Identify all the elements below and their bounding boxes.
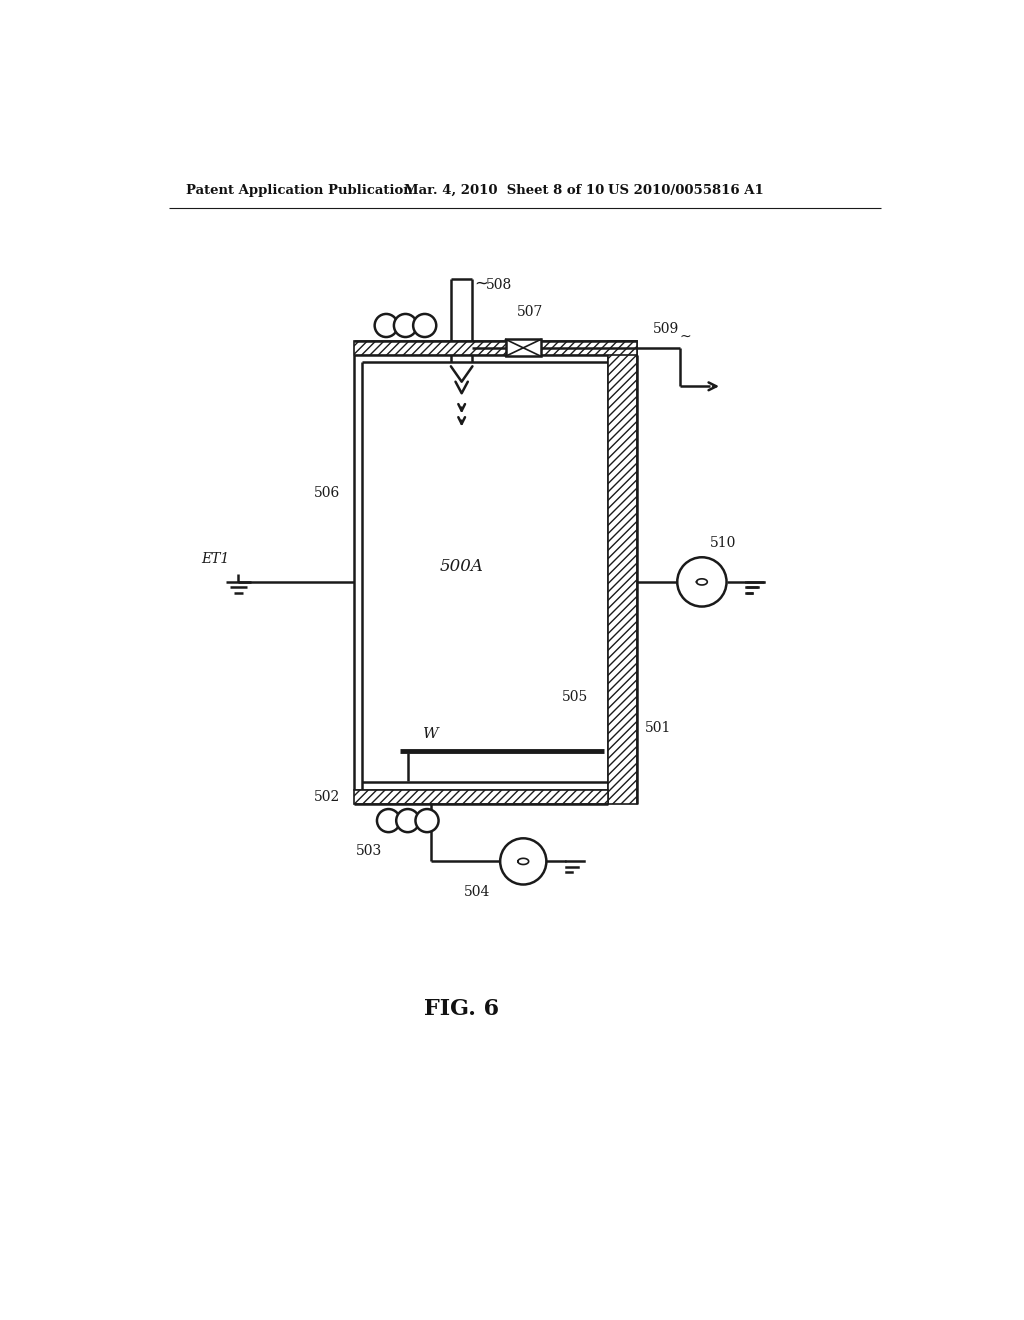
Text: 503: 503 <box>356 843 382 858</box>
Text: 500A: 500A <box>439 558 483 576</box>
Circle shape <box>677 557 727 607</box>
Bar <box>354 341 637 355</box>
Circle shape <box>500 838 547 884</box>
Text: US 2010/0055816 A1: US 2010/0055816 A1 <box>608 185 764 197</box>
Text: Mar. 4, 2010  Sheet 8 of 10: Mar. 4, 2010 Sheet 8 of 10 <box>403 185 604 197</box>
Text: ET1: ET1 <box>201 552 229 566</box>
Text: Patent Application Publication: Patent Application Publication <box>186 185 413 197</box>
Text: 509: 509 <box>652 322 679 335</box>
Text: W: W <box>423 727 439 742</box>
Text: 508: 508 <box>486 279 513 293</box>
Bar <box>506 339 541 356</box>
Bar <box>608 341 637 804</box>
Bar <box>354 789 608 804</box>
Text: 507: 507 <box>517 305 544 319</box>
Text: ~: ~ <box>475 275 488 292</box>
Text: ~: ~ <box>680 329 691 343</box>
Circle shape <box>394 314 417 337</box>
Circle shape <box>375 314 397 337</box>
Circle shape <box>377 809 400 832</box>
Text: 501: 501 <box>645 721 672 735</box>
Circle shape <box>396 809 419 832</box>
Text: 502: 502 <box>313 789 340 804</box>
Text: 505: 505 <box>562 690 588 705</box>
Circle shape <box>416 809 438 832</box>
Text: FIG. 6: FIG. 6 <box>424 998 500 1020</box>
Circle shape <box>413 314 436 337</box>
Text: 504: 504 <box>464 884 490 899</box>
Text: 510: 510 <box>710 536 736 550</box>
Text: 506: 506 <box>313 486 340 500</box>
